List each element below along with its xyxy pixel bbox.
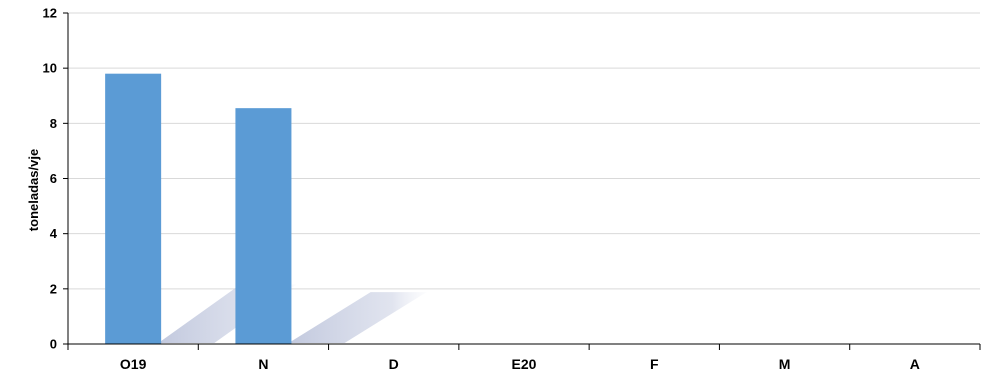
y-tick-label: 6 (50, 171, 57, 186)
y-tick-label: 10 (43, 61, 57, 76)
y-tick-label: 4 (50, 226, 58, 241)
gridlines (68, 12, 980, 290)
x-tick-label: A (910, 356, 920, 372)
y-tick-label: 12 (43, 6, 57, 21)
x-tick-label: E20 (512, 356, 537, 372)
y-tick-label: 8 (50, 116, 57, 131)
y-tick-labels: 0 2 4 6 8 10 12 (43, 6, 58, 352)
y-tick-label: 0 (50, 337, 57, 352)
bars (105, 73, 292, 344)
bar-shadow (288, 292, 427, 343)
bar (235, 108, 292, 344)
x-tick-label: M (779, 356, 791, 372)
bar (105, 73, 162, 344)
y-tick-label: 2 (50, 281, 57, 296)
x-tick-label: N (258, 356, 268, 372)
y-axis-title: toneladas/vje (26, 149, 41, 231)
x-tick-label: F (650, 356, 659, 372)
x-tick-label: D (389, 356, 399, 372)
bar-shadows (158, 284, 427, 343)
x-tick-labels: O19 N D E20 F M A (120, 356, 920, 372)
axes (63, 12, 981, 350)
x-tick-label: O19 (120, 356, 147, 372)
